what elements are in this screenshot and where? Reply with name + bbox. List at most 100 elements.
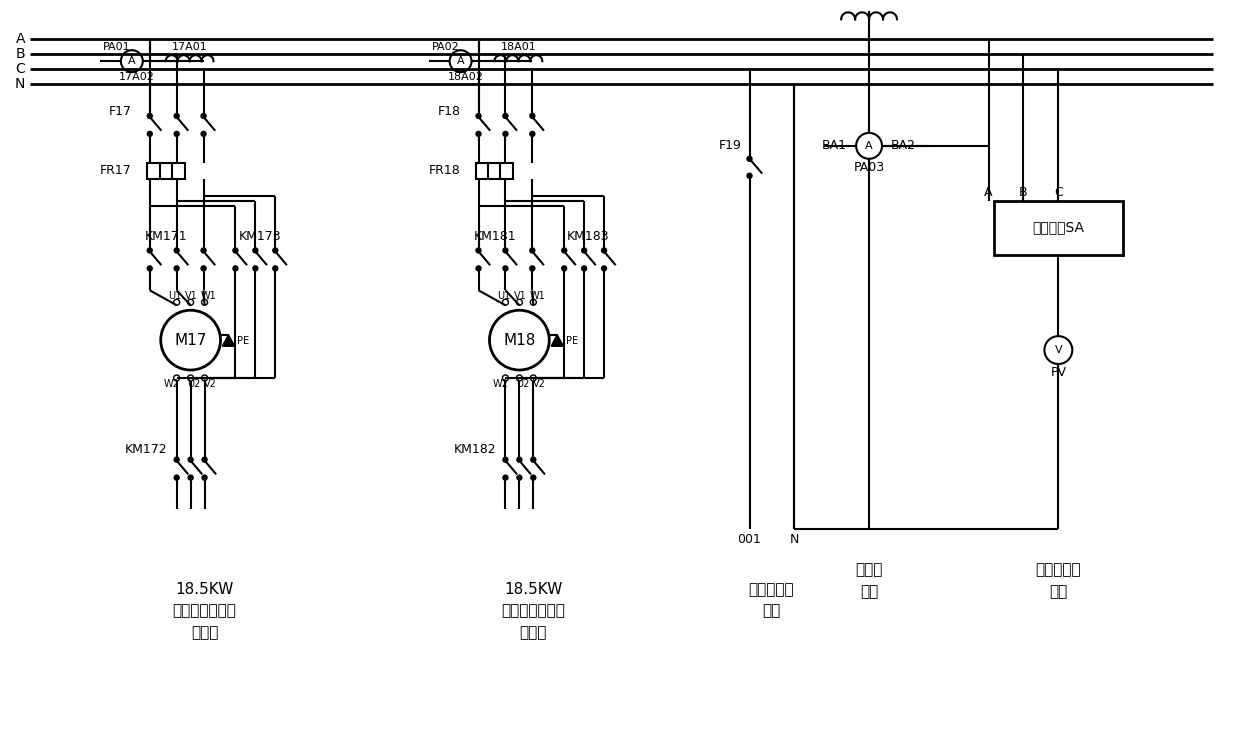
Text: A: A: [866, 141, 873, 151]
Text: F19: F19: [719, 139, 742, 153]
Circle shape: [201, 132, 206, 136]
Text: KM181: KM181: [474, 230, 516, 243]
Circle shape: [503, 248, 508, 253]
Circle shape: [531, 375, 537, 381]
Text: 相电压指示: 相电压指示: [1035, 562, 1081, 577]
Text: FR18: FR18: [429, 164, 460, 177]
Text: 总电流: 总电流: [856, 562, 883, 577]
Circle shape: [529, 248, 534, 253]
Circle shape: [161, 310, 221, 370]
Circle shape: [202, 375, 207, 381]
Text: W1: W1: [201, 292, 217, 301]
Circle shape: [601, 248, 606, 253]
Text: KM182: KM182: [454, 443, 496, 456]
Text: 18.5KW: 18.5KW: [505, 582, 563, 597]
Circle shape: [531, 475, 536, 480]
Circle shape: [531, 457, 536, 462]
Polygon shape: [222, 335, 234, 346]
Text: 18A02: 18A02: [448, 72, 484, 82]
Text: F17: F17: [109, 106, 131, 118]
Text: 操作台电源: 操作台电源: [749, 582, 795, 597]
Text: 机回路: 机回路: [520, 626, 547, 641]
Polygon shape: [552, 335, 563, 346]
Text: B: B: [1019, 186, 1028, 199]
Circle shape: [516, 299, 522, 305]
Circle shape: [490, 310, 549, 370]
Text: 回路: 回路: [763, 603, 780, 618]
Circle shape: [174, 475, 179, 480]
Text: KM183: KM183: [567, 230, 610, 243]
Text: V2: V2: [205, 379, 217, 389]
Circle shape: [529, 266, 534, 271]
Circle shape: [503, 475, 508, 480]
Circle shape: [562, 266, 567, 271]
Circle shape: [531, 299, 537, 305]
Circle shape: [187, 375, 193, 381]
Circle shape: [273, 266, 278, 271]
Circle shape: [582, 248, 587, 253]
Text: M18: M18: [503, 333, 536, 347]
Circle shape: [529, 132, 534, 136]
Circle shape: [746, 156, 751, 161]
Text: KM171: KM171: [145, 230, 187, 243]
Text: A: A: [15, 32, 25, 46]
Text: M17: M17: [175, 333, 207, 347]
Circle shape: [233, 266, 238, 271]
Text: F18: F18: [438, 106, 460, 118]
Circle shape: [201, 248, 206, 253]
Circle shape: [174, 266, 179, 271]
Text: N: N: [15, 77, 26, 91]
Text: PV: PV: [1050, 365, 1066, 379]
Circle shape: [174, 457, 179, 462]
Text: KM173: KM173: [238, 230, 281, 243]
Circle shape: [562, 248, 567, 253]
Text: W2: W2: [492, 379, 508, 389]
Circle shape: [601, 266, 606, 271]
Text: 第一搅拌主机电: 第一搅拌主机电: [172, 603, 237, 618]
Circle shape: [582, 266, 587, 271]
Circle shape: [202, 475, 207, 480]
Circle shape: [174, 248, 179, 253]
Text: A: A: [456, 56, 465, 66]
Bar: [146, 163, 185, 179]
Text: PE: PE: [237, 336, 249, 346]
Circle shape: [503, 457, 508, 462]
Circle shape: [529, 114, 534, 118]
Circle shape: [148, 248, 153, 253]
Text: 回路: 回路: [1049, 584, 1068, 599]
Circle shape: [201, 114, 206, 118]
Circle shape: [503, 114, 508, 118]
Text: 18.5KW: 18.5KW: [175, 582, 234, 597]
Circle shape: [1044, 336, 1073, 364]
Text: 17A02: 17A02: [119, 72, 155, 82]
Text: V: V: [1054, 345, 1063, 355]
Text: C: C: [1054, 186, 1063, 199]
Circle shape: [201, 266, 206, 271]
Circle shape: [502, 375, 508, 381]
Circle shape: [187, 299, 193, 305]
Circle shape: [253, 248, 258, 253]
Text: N: N: [790, 533, 799, 546]
Circle shape: [253, 266, 258, 271]
Circle shape: [476, 266, 481, 271]
Text: C: C: [15, 62, 25, 76]
Circle shape: [476, 132, 481, 136]
Bar: [993, 201, 1123, 255]
Circle shape: [856, 133, 882, 158]
Circle shape: [120, 50, 143, 72]
Circle shape: [516, 375, 522, 381]
Text: PA01: PA01: [103, 42, 130, 52]
Text: BA2: BA2: [892, 139, 916, 153]
Text: A: A: [985, 186, 993, 199]
Text: KM172: KM172: [125, 443, 167, 456]
Circle shape: [174, 375, 180, 381]
Circle shape: [202, 299, 207, 305]
Circle shape: [148, 114, 153, 118]
Text: V1: V1: [515, 292, 527, 301]
Text: 18A01: 18A01: [501, 42, 536, 52]
Circle shape: [746, 173, 751, 179]
Text: 回路: 回路: [861, 584, 878, 599]
Circle shape: [273, 248, 278, 253]
Circle shape: [503, 132, 508, 136]
Circle shape: [502, 299, 508, 305]
